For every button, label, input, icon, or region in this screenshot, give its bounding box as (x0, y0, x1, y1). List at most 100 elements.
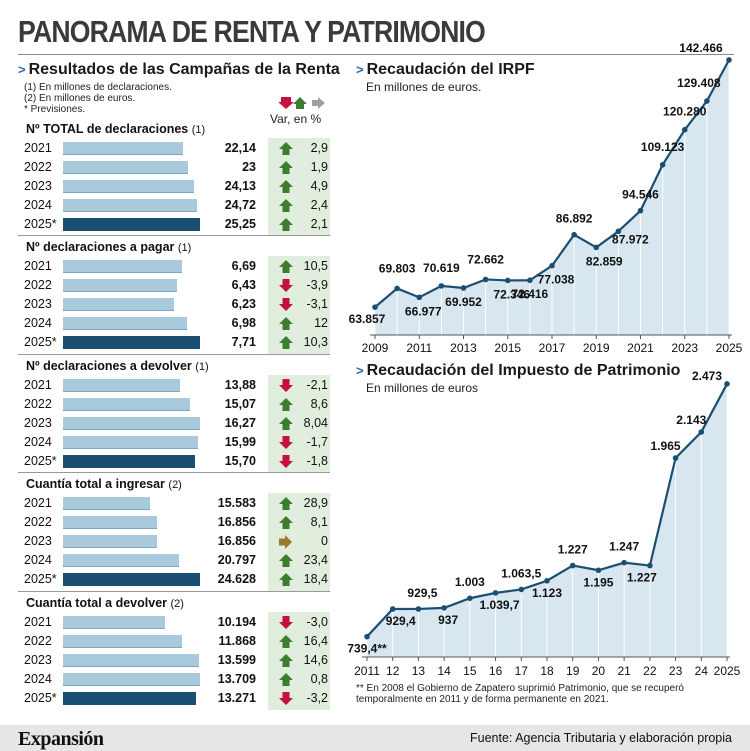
bar (63, 616, 165, 629)
up-arrow-icon (279, 180, 293, 193)
data-point (726, 57, 732, 63)
var-column-bg (268, 256, 330, 354)
group-title-text: Nº declaraciones a pagar (26, 240, 178, 254)
down-arrow-icon (279, 279, 293, 292)
data-label: 929,4 (386, 614, 416, 628)
x-tick-label: 2017 (539, 341, 566, 355)
data-label: 1.247 (609, 540, 639, 554)
var-value-label: 23,4 (303, 553, 328, 567)
legend-up-arrow-icon (293, 97, 307, 109)
up-arrow-icon (279, 398, 293, 411)
bar (63, 516, 157, 529)
data-point (595, 567, 602, 574)
bar-value-label: 11.868 (218, 634, 256, 648)
bar (63, 317, 188, 330)
data-label: 120.280 (663, 105, 707, 119)
data-point (441, 605, 447, 611)
x-tick-label: 2019 (583, 341, 610, 355)
group-title-text: Cuantía total a devolver (26, 596, 171, 610)
panel-divider (340, 58, 341, 718)
data-point (492, 590, 499, 596)
up-arrow-icon (279, 199, 293, 212)
bar (63, 417, 200, 430)
row-year: 2022 (24, 634, 52, 648)
data-point (518, 586, 525, 593)
chevron-right-icon: > (356, 62, 364, 77)
bar-value-label: 24,72 (224, 198, 256, 212)
bar (63, 554, 179, 567)
bar-value-label: 22,14 (224, 141, 256, 155)
bar-value-label: 7,71 (231, 335, 256, 349)
bar-value-label: 10.194 (217, 615, 256, 629)
var-value-label: -3,9 (306, 278, 328, 292)
row-year: 2022 (24, 278, 52, 292)
data-point (549, 262, 555, 269)
x-tick-label: 18 (540, 664, 554, 678)
var-value-label: -3,2 (306, 691, 328, 705)
up-arrow-icon (279, 635, 293, 648)
down-arrow-icon (279, 455, 293, 468)
data-label: 739,4** (347, 642, 387, 656)
up-arrow-icon (279, 554, 293, 567)
var-value-label: 4,9 (310, 179, 328, 193)
data-label: 69.952 (445, 295, 482, 309)
data-label: 72.346 (493, 287, 530, 301)
row-year: 2021 (24, 141, 52, 155)
x-tick-label: 16 (489, 664, 503, 678)
row-year: 2024 (24, 553, 52, 567)
group-unit: (2) (168, 479, 182, 491)
group-title: Nº declaraciones a pagar (1) (26, 240, 191, 254)
bar-value-label: 16,27 (224, 416, 256, 430)
bar (63, 336, 200, 349)
group-unit: (1) (195, 361, 209, 373)
left-panel-title: > Resultados de las Campañas de la Renta (18, 61, 340, 79)
data-point (372, 304, 378, 310)
row-year: 2025* (24, 335, 57, 349)
bar (63, 673, 200, 686)
group-title: Cuantía total a ingresar (2) (26, 477, 182, 491)
bar (63, 497, 150, 510)
group-separator (18, 354, 330, 355)
bar-value-label: 15,99 (224, 435, 256, 449)
row-year: 2025* (24, 691, 57, 705)
group-title: Nº TOTAL de declaraciones (1) (26, 122, 205, 136)
group-unit: (2) (170, 598, 184, 610)
up-arrow-icon (279, 516, 293, 529)
patrimonio-footnote: ** En 2008 el Gobierno de Zapatero supri… (356, 683, 684, 705)
legend-neutral-arrow-icon (312, 97, 325, 109)
var-value-label: -3,0 (306, 615, 328, 629)
title-rule (18, 54, 734, 55)
var-header: Var, en % (270, 112, 322, 126)
up-arrow-icon (279, 673, 293, 686)
x-tick-label: 15 (463, 664, 477, 678)
x-tick-label: 24 (695, 664, 709, 678)
bar (63, 379, 180, 392)
up-arrow-icon (279, 142, 293, 155)
var-value-label: -2,1 (306, 378, 328, 392)
data-label: 72.416 (512, 287, 549, 301)
data-label: 2.473 (692, 369, 722, 383)
x-tick-label: 14 (437, 664, 451, 678)
data-point (672, 455, 679, 461)
irpf-subtitle: En millones de euros. (366, 80, 482, 94)
row-year: 2021 (24, 259, 52, 273)
data-point (364, 633, 370, 640)
area-fill (367, 383, 727, 657)
x-tick-label: 13 (412, 664, 426, 678)
var-column-bg (268, 375, 330, 473)
var-value-label: -1,8 (306, 454, 328, 468)
x-tick-label: 20 (592, 664, 606, 678)
chevron-right-icon: > (356, 363, 364, 378)
data-label: 109.123 (641, 140, 685, 154)
x-tick-label: 2015 (494, 341, 521, 355)
var-column-bg (268, 493, 330, 591)
var-value-label: 8,04 (303, 416, 328, 430)
data-point (416, 294, 423, 301)
group-separator (18, 591, 330, 592)
bar-value-label: 20.797 (217, 553, 256, 567)
irpf-title: > Recaudación del IRPF (356, 61, 535, 79)
group-title-text: Nº declaraciones a devolver (26, 359, 196, 373)
note-1: (1) En millones de declaraciones. (24, 82, 172, 93)
brand-logo: Expansión (18, 728, 104, 750)
bar (63, 398, 190, 411)
